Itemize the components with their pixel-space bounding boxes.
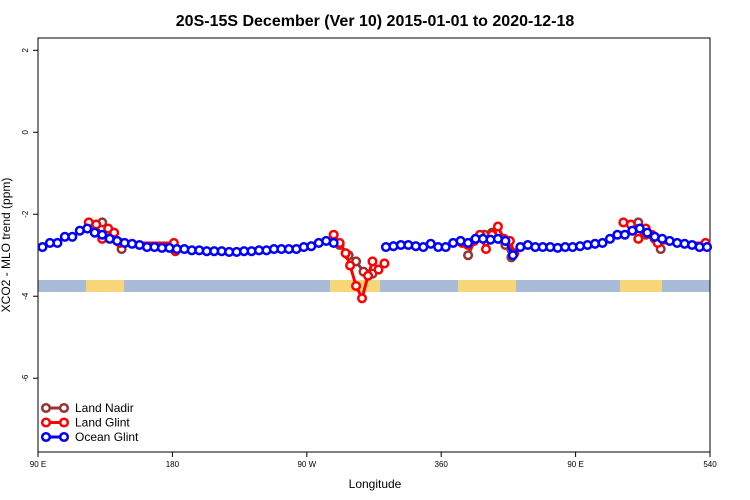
point <box>463 237 474 249</box>
legend-marker <box>40 417 52 428</box>
land-patch <box>86 280 124 292</box>
legend-label: Land Nadir <box>75 401 134 415</box>
land-patch <box>458 280 516 292</box>
point <box>492 221 503 232</box>
legend-label: Land Glint <box>75 416 130 430</box>
point <box>634 223 645 234</box>
x-tick-label: 90 E <box>567 460 583 469</box>
point <box>480 244 492 255</box>
y-tick-label: -2 <box>21 210 30 218</box>
y-axis-label: XCO2 - MLO trend (ppm) <box>0 178 13 313</box>
point <box>500 235 511 246</box>
y-tick-label: -6 <box>21 374 30 382</box>
legend-marker <box>58 402 70 414</box>
legend-marker <box>58 431 70 443</box>
point <box>351 280 362 292</box>
point <box>440 241 451 253</box>
point <box>619 229 630 240</box>
land-patch <box>620 280 662 292</box>
point <box>37 241 48 253</box>
point <box>367 256 378 267</box>
point <box>357 293 368 304</box>
x-tick-label: 90 E <box>30 460 46 469</box>
point <box>597 237 608 249</box>
point <box>642 227 653 238</box>
point <box>507 250 518 261</box>
point <box>701 241 713 253</box>
point <box>362 270 374 281</box>
x-tick-label: 90 W <box>297 460 316 469</box>
point <box>67 231 78 242</box>
legend-marker <box>40 402 52 414</box>
point <box>97 229 108 240</box>
x-axis-label: Longitude <box>349 477 402 491</box>
point <box>52 237 63 249</box>
point <box>373 264 384 275</box>
point <box>82 223 93 234</box>
point <box>328 229 339 240</box>
x-tick-label: 180 <box>166 460 180 469</box>
point <box>91 219 102 230</box>
legend-marker <box>40 431 52 443</box>
y-tick-label: 0 <box>21 130 30 135</box>
chart-title: 20S-15S December (Ver 10) 2015-01-01 to … <box>176 13 575 30</box>
point <box>633 233 644 244</box>
surface-band <box>38 280 710 292</box>
legend-marker <box>58 417 70 428</box>
point <box>328 237 339 249</box>
point <box>340 248 351 259</box>
point <box>463 250 474 261</box>
y-tick-label: 2 <box>21 48 30 53</box>
legend-label: Ocean Glint <box>75 430 139 444</box>
x-tick-label: 540 <box>703 460 717 469</box>
point <box>379 258 390 269</box>
point <box>345 260 356 271</box>
y-tick-label: -4 <box>21 292 30 300</box>
x-tick-label: 360 <box>435 460 449 469</box>
point <box>604 233 615 244</box>
